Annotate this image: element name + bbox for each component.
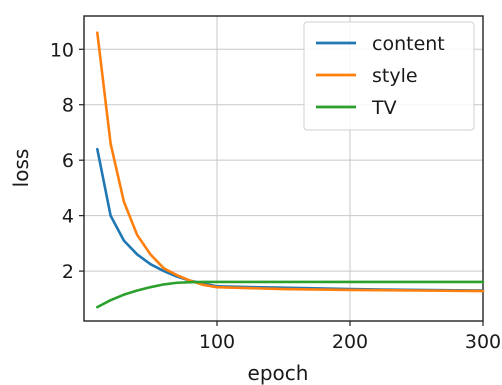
y-axis-title: loss	[9, 149, 33, 188]
legend-label-content: content	[372, 33, 445, 55]
series-line-tv	[96, 280, 485, 309]
y-tick-label-2: 6	[62, 150, 74, 172]
tick-labels: 100 200 300 2 4 6 8 10	[50, 39, 501, 353]
x-tick-label-1: 200	[332, 331, 368, 353]
series-line-content	[96, 147, 485, 292]
plot-frame	[83, 15, 484, 322]
x-axis-title: epoch	[248, 361, 309, 385]
legend-label-style: style	[372, 65, 418, 87]
y-tick-label-3: 8	[62, 95, 74, 117]
x-tick-label-2: 300	[465, 331, 501, 353]
y-tick-label-4: 10	[50, 39, 74, 61]
y-tick-label-1: 4	[62, 206, 74, 228]
x-tick-label-0: 100	[199, 331, 235, 353]
legend-label-tv: TV	[371, 97, 397, 119]
legend-box	[303, 21, 475, 131]
series-line-style	[96, 31, 485, 293]
legend: content style TV	[303, 21, 475, 131]
y-tick-label-0: 2	[62, 261, 74, 283]
axes	[79, 15, 484, 326]
axis-titles: epoch loss	[9, 149, 308, 385]
series-lines	[96, 31, 485, 309]
